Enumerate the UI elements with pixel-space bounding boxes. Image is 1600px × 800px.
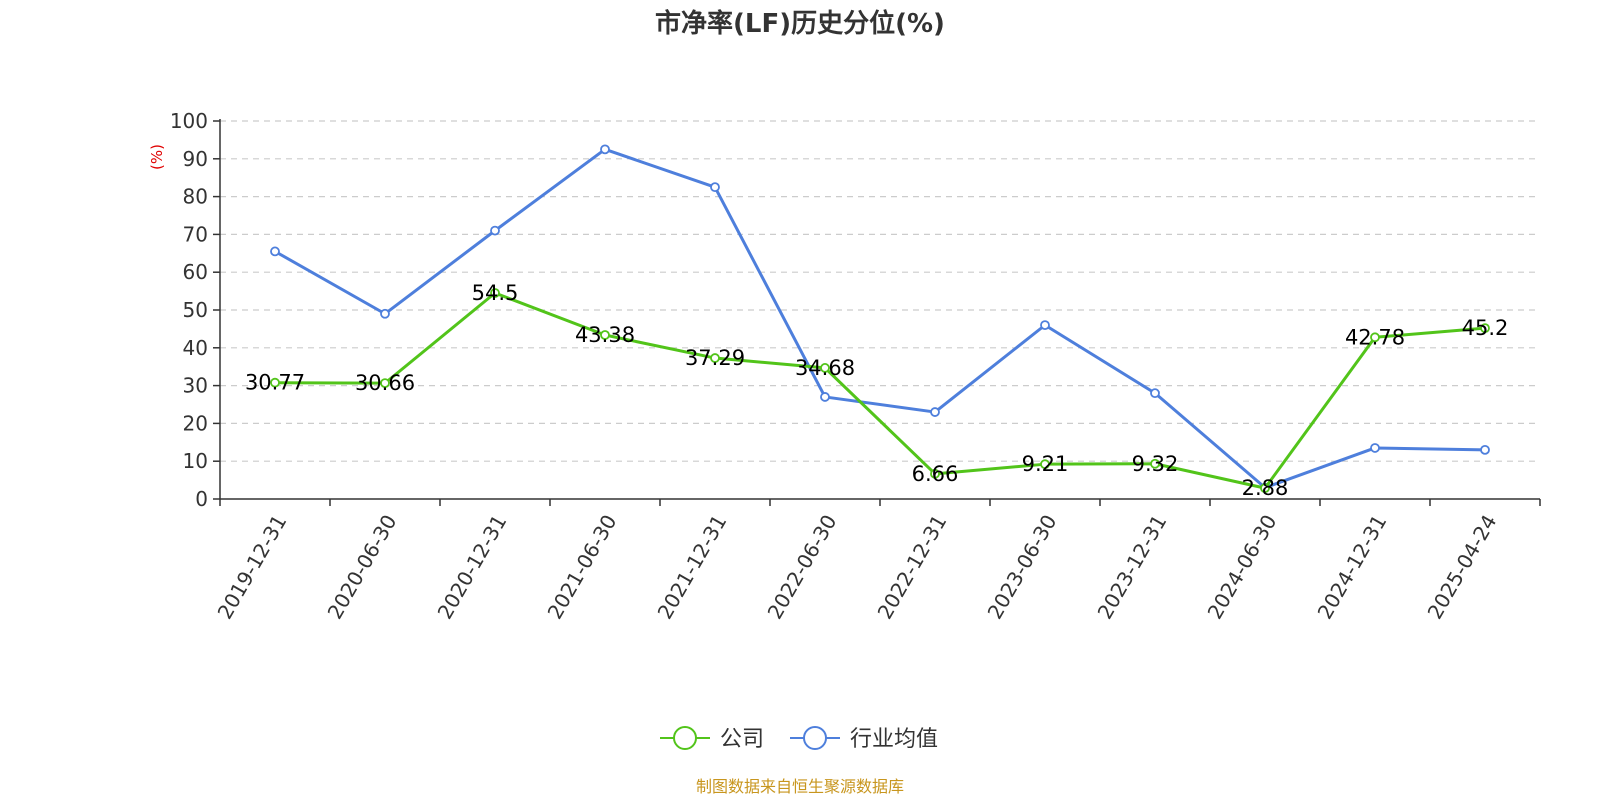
x-tick-label: 2021-12-31 xyxy=(653,511,732,624)
data-point-1 xyxy=(1370,443,1380,453)
data-point-0 xyxy=(270,377,280,388)
y-tick-label: 40 xyxy=(183,336,208,360)
legend-label: 公司 xyxy=(720,727,764,752)
data-label: 34.68 xyxy=(795,356,855,380)
y-tick-label: 10 xyxy=(183,449,208,473)
data-point-1 xyxy=(820,392,830,402)
x-tick-label: 2022-06-30 xyxy=(763,511,842,624)
data-point-0 xyxy=(1040,459,1050,470)
data-point-1 xyxy=(380,308,390,319)
data-point-1 xyxy=(600,144,610,155)
data-point-0 xyxy=(1370,332,1380,343)
y-tick-label: 70 xyxy=(183,222,208,246)
data-point-0 xyxy=(380,378,390,389)
data-point-0 xyxy=(1480,323,1490,334)
series-line-1 xyxy=(274,147,1486,490)
data-point-1 xyxy=(1150,388,1160,399)
data-point-0 xyxy=(1260,483,1270,494)
data-point-1 xyxy=(1040,320,1050,331)
x-tick-label: 2021-06-30 xyxy=(543,511,622,624)
data-point-0 xyxy=(1150,458,1160,469)
data-label: 2.88 xyxy=(1242,476,1289,500)
data-label: 6.66 xyxy=(912,462,959,486)
x-tick-label: 2020-12-31 xyxy=(433,511,512,624)
data-label: 30.77 xyxy=(245,371,305,395)
x-tick-label: 2022-12-31 xyxy=(873,511,952,624)
series-line-0 xyxy=(274,291,1486,490)
chart-title: 市净率(LF)历史分位(%) xyxy=(655,8,945,39)
data-label: 9.21 xyxy=(1022,452,1069,476)
y-tick-label: 60 xyxy=(183,260,208,284)
data-label: 45.2 xyxy=(1462,316,1509,340)
data-point-1 xyxy=(710,182,720,193)
data-point-0 xyxy=(820,363,830,373)
legend-item-0[interactable]: 公司 xyxy=(660,726,764,752)
legend-marker xyxy=(803,726,827,750)
data-label: 42.78 xyxy=(1345,325,1405,349)
data-point-1 xyxy=(1480,444,1490,455)
data-point-0 xyxy=(490,288,500,298)
data-label: 30.66 xyxy=(355,371,415,395)
legend-item-1[interactable]: 行业均值 xyxy=(790,726,938,752)
legend[interactable]: 公司 行业均值 xyxy=(660,726,938,752)
x-tick-label: 2025-04-24 xyxy=(1423,511,1502,624)
data-labels: 30.77 30.66 54.5 43.38 37.29 34.68 6.66 9.21 9.3… xyxy=(245,281,1508,500)
data-point-0 xyxy=(930,468,940,479)
legend-label: 行业均值 xyxy=(850,727,938,752)
y-tick-label: 90 xyxy=(183,147,208,171)
x-tick-label: 2024-12-31 xyxy=(1313,511,1392,624)
series-group xyxy=(270,144,1490,494)
data-source-note: 制图数据来自恒生聚源数据库 xyxy=(696,777,904,796)
y-tick-label: 80 xyxy=(183,185,208,209)
y-tick-label: 50 xyxy=(183,298,208,322)
data-label: 9.32 xyxy=(1132,452,1179,476)
x-tick-label: 2020-06-30 xyxy=(323,511,402,624)
data-point-1 xyxy=(930,407,940,417)
grid-lines xyxy=(220,120,1540,462)
data-point-1 xyxy=(490,225,500,236)
x-tick-label: 2023-06-30 xyxy=(983,511,1062,624)
data-point-0 xyxy=(600,330,610,340)
y-tick-label: 30 xyxy=(183,374,208,398)
y-tick-label: 20 xyxy=(183,411,208,435)
y-axis-label: (%) xyxy=(148,144,166,170)
x-tick-label: 2019-12-31 xyxy=(213,511,292,624)
y-tick-label: 100 xyxy=(170,109,208,133)
data-label: 37.29 xyxy=(685,346,745,370)
data-label: 54.5 xyxy=(472,281,519,305)
x-tick-label: 2023-12-31 xyxy=(1093,511,1172,624)
legend-marker xyxy=(673,726,697,750)
y-tick-label: 0 xyxy=(195,487,208,511)
data-point-1 xyxy=(270,246,280,257)
data-label: 43.38 xyxy=(575,323,635,347)
x-tick-label: 2024-06-30 xyxy=(1203,511,1282,624)
data-point-0 xyxy=(710,353,720,363)
